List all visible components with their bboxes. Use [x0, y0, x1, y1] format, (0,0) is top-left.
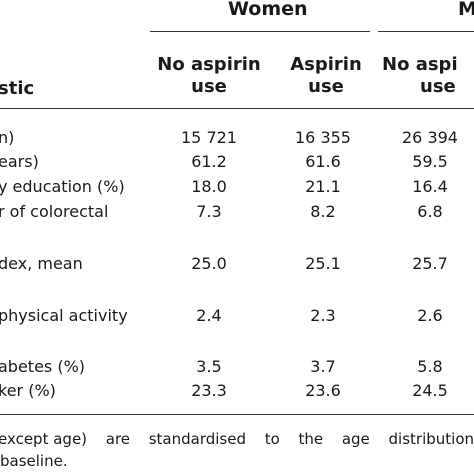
column-header-1: No aspirin use	[151, 54, 267, 98]
footnote-word-6: age	[341, 430, 370, 448]
cell-2-2: 61.6	[305, 152, 341, 171]
column-header-3-line2: use	[420, 76, 456, 97]
footnote-word-4: to	[264, 430, 280, 448]
footnote-line-2: baseline.	[0, 452, 68, 470]
cell-3-2: 21.1	[305, 177, 341, 196]
column-header-1-line2: use	[191, 76, 227, 97]
cell-6-3: 2.6	[417, 306, 443, 325]
footnote-word-3: standardised	[148, 430, 246, 448]
cell-6-2: 2.3	[310, 306, 336, 325]
cell-6-1: 2.4	[196, 306, 222, 325]
cell-5-3: 25.7	[412, 254, 448, 273]
footnote-word-5: the	[298, 430, 324, 448]
row-label-7: abetes (%)	[0, 357, 86, 376]
group-header-women: Women	[228, 0, 308, 20]
bottom-rule	[0, 414, 474, 415]
cell-3-3: 16.4	[412, 177, 448, 196]
column-header-2-line1: Aspirin	[290, 54, 362, 75]
row-label-3: y education (%)	[0, 177, 125, 196]
column-header-3-line1: No aspi	[382, 54, 458, 75]
cell-2-1: 61.2	[191, 152, 227, 171]
cell-2-3: 59.5	[412, 152, 448, 171]
cell-1-2: 16 355	[295, 128, 351, 147]
cell-4-2: 8.2	[310, 202, 336, 221]
cell-3-1: 18.0	[191, 177, 227, 196]
cell-8-3: 24.5	[412, 381, 448, 400]
column-header-1-line1: No aspirin	[157, 54, 261, 75]
cell-7-1: 3.5	[196, 357, 222, 376]
cell-4-3: 6.8	[417, 202, 443, 221]
footnote-word-7: distribution	[388, 430, 474, 448]
footnote-word-2: are	[105, 430, 131, 448]
column-header-2: Aspirin use	[276, 54, 376, 98]
header-rule	[0, 108, 474, 109]
cell-8-1: 23.3	[191, 381, 227, 400]
row-header-characteristic: stic	[0, 78, 35, 99]
footnote-word-1: except age)	[0, 430, 88, 448]
column-header-3: No aspi use	[382, 54, 474, 98]
cell-1-3: 26 394	[402, 128, 458, 147]
row-label-4: r of colorectal	[0, 202, 109, 221]
group-rule-men	[378, 31, 474, 32]
cell-4-1: 7.3	[196, 202, 222, 221]
row-label-2: ears)	[0, 152, 39, 171]
row-label-6: physical activity	[0, 306, 128, 325]
footnote-line-1: except age) are standardised to the age …	[0, 430, 474, 448]
cell-5-2: 25.1	[305, 254, 341, 273]
cell-7-3: 5.8	[417, 357, 443, 376]
cell-1-1: 15 721	[181, 128, 237, 147]
cell-8-2: 23.6	[305, 381, 341, 400]
cell-7-2: 3.7	[310, 357, 336, 376]
cell-5-1: 25.0	[191, 254, 227, 273]
row-label-1: n)	[0, 128, 15, 147]
column-header-2-line2: use	[308, 76, 344, 97]
row-label-5: dex, mean	[0, 254, 83, 273]
row-label-8: ker (%)	[0, 381, 56, 400]
group-header-men: M	[458, 0, 474, 20]
group-rule-women	[150, 31, 370, 32]
